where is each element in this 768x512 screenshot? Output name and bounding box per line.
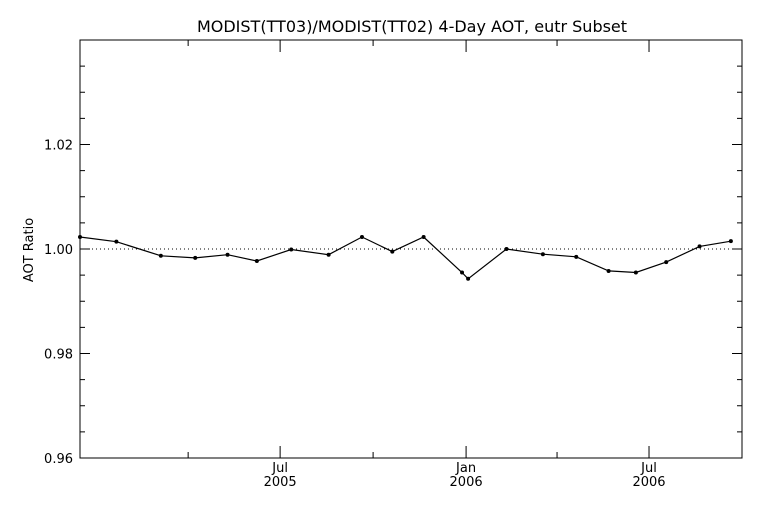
y-tick-label: 0.96 — [44, 452, 73, 467]
data-point — [390, 249, 395, 254]
data-point — [193, 255, 198, 260]
chart-title: MODIST(TT03)/MODIST(TT02) 4-Day AOT, eut… — [197, 17, 627, 36]
data-point — [225, 252, 230, 257]
data-point — [606, 268, 611, 273]
x-tick-year-label: 2006 — [450, 475, 483, 490]
data-point — [326, 252, 331, 257]
x-tick-year-label: 2006 — [632, 475, 665, 490]
y-axis-label: AOT Ratio — [22, 218, 37, 282]
data-point — [460, 270, 465, 275]
x-tick-label: Jul — [640, 461, 657, 476]
y-tick-label: 1.00 — [44, 243, 73, 258]
x-tick-label: Jul — [271, 461, 288, 476]
data-point — [78, 234, 82, 239]
series-group — [78, 234, 733, 281]
data-point — [504, 247, 509, 251]
data-point — [254, 259, 259, 264]
data-point — [289, 247, 294, 252]
data-point — [359, 234, 364, 239]
x-tick-year-label: 2005 — [264, 475, 297, 490]
data-point — [728, 239, 733, 244]
y-tick-label: 0.98 — [44, 348, 73, 363]
data-point — [466, 276, 471, 281]
y-tick-label: 1.02 — [44, 139, 73, 154]
data-point — [540, 252, 545, 257]
x-tick-label: Jan — [455, 461, 476, 476]
data-point — [421, 234, 426, 239]
data-point — [158, 253, 163, 258]
data-point — [664, 260, 669, 265]
data-point — [114, 239, 119, 244]
data-point — [574, 254, 579, 259]
data-point — [633, 270, 638, 275]
data-point — [697, 244, 702, 249]
series-line — [79, 236, 731, 280]
plot-frame — [79, 39, 743, 459]
